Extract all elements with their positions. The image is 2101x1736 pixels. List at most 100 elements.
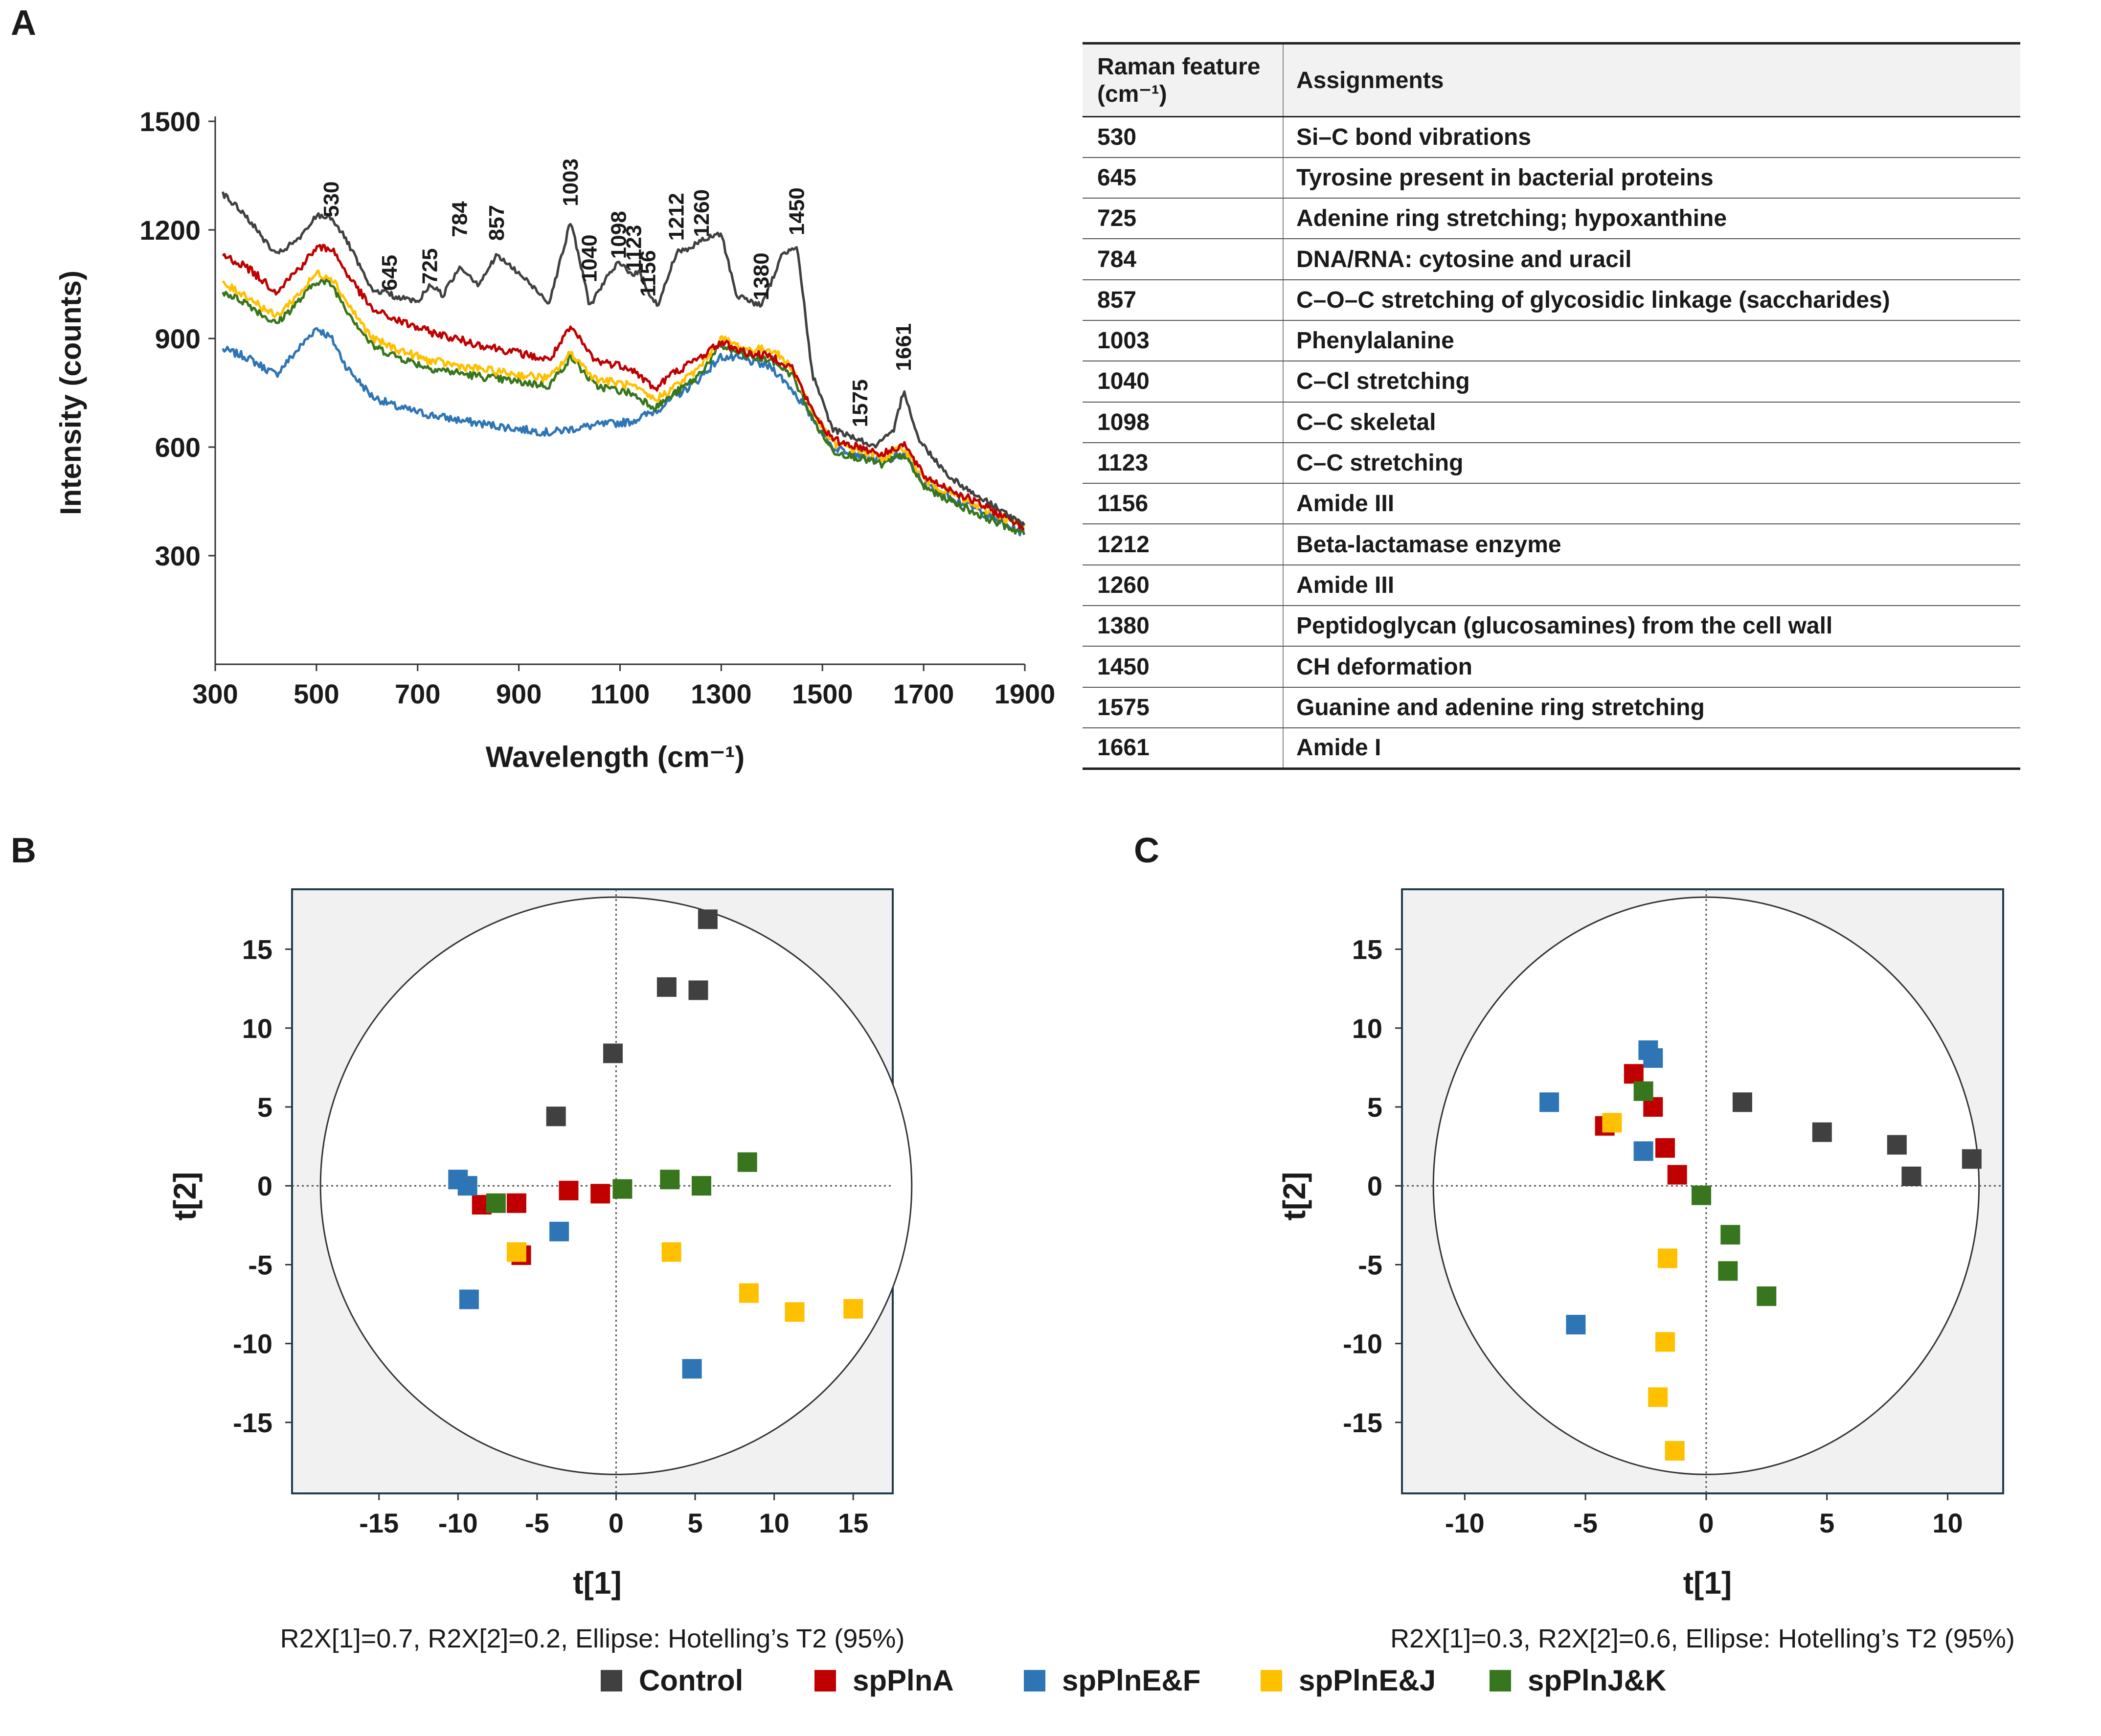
score-point-control [1962, 1149, 1982, 1169]
table-row: 1003 Phenylalanine [1083, 320, 2020, 362]
peak-label: 1156 [636, 250, 660, 296]
raman-feature-cell: 1212 [1083, 524, 1284, 565]
raman-feature-cell: 645 [1083, 157, 1284, 199]
assignment-cell: Amide III [1283, 483, 2020, 525]
table-row: 725 Adenine ring stretching; hypoxanthine [1083, 198, 2020, 240]
x-tick-label: -10 [438, 1508, 478, 1538]
score-point-control [688, 980, 708, 1000]
peak-label: 1450 [785, 187, 809, 235]
y-tick-label: 10 [242, 1013, 272, 1044]
spectrum-line-spplne-f [222, 327, 1025, 537]
score-point-control [1887, 1135, 1907, 1155]
raman-feature-cell: 1260 [1083, 564, 1284, 607]
pca-score-plot-c: -10 -5 0 5 10 15 10 5 0 -5 -10 -15 t[1] t[2] R2X[1]=0.… [1277, 888, 2015, 1653]
spectrum-line-spplna [222, 244, 1025, 531]
score-point-spplna [559, 1180, 579, 1200]
raman-feature-cell: 1450 [1083, 646, 1284, 688]
raman-feature-cell: 784 [1083, 239, 1284, 280]
pca-score-plot-b: -15 -10 -5 0 5 10 15 15 10 5 0 -5 -10 -15 t[1] t[2] R2X[… [167, 888, 913, 1653]
table-row: 1260 Amide III [1083, 564, 2020, 607]
score-point-spplne-j [1602, 1113, 1622, 1133]
assignment-cell: Si–C bond vibrations [1283, 116, 2020, 158]
x-tick-label: 5 [687, 1508, 702, 1538]
spectrum-line-spplnj-k [222, 278, 1026, 536]
x-tick-label: 1100 [590, 678, 650, 709]
x-axis-label: t[1] [1683, 1565, 1732, 1601]
peak-label: 1212 [664, 193, 688, 241]
score-point-control [656, 977, 677, 997]
y-tick-label: 1200 [139, 215, 201, 246]
x-tick-label: 15 [838, 1508, 868, 1538]
y-tick-label: -10 [233, 1329, 272, 1359]
peak-label: 1098 [607, 211, 631, 259]
x-tick-label: 500 [294, 678, 339, 709]
score-point-spplne-f [1539, 1092, 1559, 1112]
table-header-row: Raman feature (cm⁻¹) Assignments [1083, 42, 2020, 117]
table-row: 1661 Amide I [1083, 727, 2020, 770]
score-point-spplna [506, 1193, 526, 1213]
y-tick-label: -5 [248, 1249, 272, 1280]
table-row: 1123 C–C stretching [1083, 442, 2020, 484]
y-tick-label: 15 [242, 934, 272, 965]
score-point-spplne-f [457, 1176, 477, 1196]
raman-feature-cell: 857 [1083, 279, 1284, 321]
legend-swatch [1024, 1670, 1045, 1691]
table-row: 1575 Guanine and adenine ring stretching [1083, 687, 2020, 728]
x-tick-label: 1700 [893, 678, 954, 709]
x-tick-label: 700 [395, 678, 440, 709]
peak-label: 1040 [577, 234, 601, 282]
assignment-cell: C–C stretching [1283, 442, 2020, 484]
score-point-spplne-f [459, 1289, 479, 1309]
x-tick-label: -15 [359, 1508, 399, 1538]
x-tick-label: 1900 [994, 678, 1056, 709]
score-point-spplnj-k [1633, 1081, 1653, 1101]
spectrum-line-control [222, 191, 1026, 527]
peak-label: 725 [418, 248, 442, 284]
score-point-spplne-j [1657, 1248, 1677, 1268]
assignment-cell: Adenine ring stretching; hypoxanthine [1283, 198, 2020, 240]
score-point-spplne-j [1648, 1387, 1668, 1407]
score-point-spplne-f [682, 1359, 702, 1379]
assignment-cell: DNA/RNA: cytosine and uracil [1283, 239, 2020, 280]
y-tick-label: 0 [1367, 1171, 1382, 1201]
score-point-spplnj-k [486, 1193, 506, 1213]
raman-feature-cell: 1123 [1083, 442, 1284, 484]
legend-swatch [601, 1670, 622, 1691]
assignment-cell: Amide III [1283, 564, 2020, 607]
y-axis-label: t[2] [1277, 1172, 1312, 1221]
score-point-spplnj-k [1757, 1286, 1777, 1306]
legend-label: spPlnE&J [1299, 1664, 1436, 1697]
score-point-spplnj-k [612, 1179, 633, 1199]
assignment-cell: Tyrosine present in bacterial proteins [1283, 157, 2020, 199]
table-row: 857 C–O–C stretching of glycosidic linkag… [1083, 279, 2020, 321]
y-tick-label: 10 [1352, 1013, 1382, 1044]
score-point-spplna [1624, 1064, 1644, 1084]
score-point-spplne-j [506, 1242, 526, 1262]
score-point-control [1812, 1122, 1832, 1142]
x-axis-label: Wavelength (cm⁻¹) [486, 741, 745, 773]
raman-feature-cell: 1040 [1083, 361, 1284, 403]
score-point-control [1732, 1092, 1752, 1112]
x-tick-label: 300 [192, 678, 238, 709]
assignment-cell: C–O–C stretching of glycosidic linkage (… [1283, 279, 2020, 321]
score-point-control [698, 909, 718, 929]
score-point-spplnj-k [737, 1152, 757, 1172]
y-tick-label: 900 [155, 323, 201, 354]
peak-label: 1003 [559, 158, 583, 206]
x-tick-label: 1300 [691, 678, 752, 709]
peak-label: 1661 [892, 323, 916, 371]
x-tick-label: 900 [496, 678, 542, 709]
peak-label: 1260 [690, 189, 714, 237]
score-point-spplne-f [549, 1221, 569, 1241]
score-point-spplna [1655, 1138, 1675, 1158]
spectrum-line-spplne-j [222, 270, 1025, 528]
column-header-assignment: Assignments [1283, 42, 2020, 117]
table-row: 1098 C–C skeletal [1083, 402, 2020, 443]
x-tick-label: -5 [1573, 1508, 1598, 1538]
y-tick-label: 5 [257, 1092, 272, 1123]
legend-label: Control [639, 1664, 743, 1697]
score-point-spplne-j [739, 1283, 759, 1303]
y-tick-label: 300 [155, 541, 201, 571]
table-row: 1212 Beta-lactamase enzyme [1083, 524, 2020, 565]
x-axis-label: t[1] [573, 1565, 622, 1601]
